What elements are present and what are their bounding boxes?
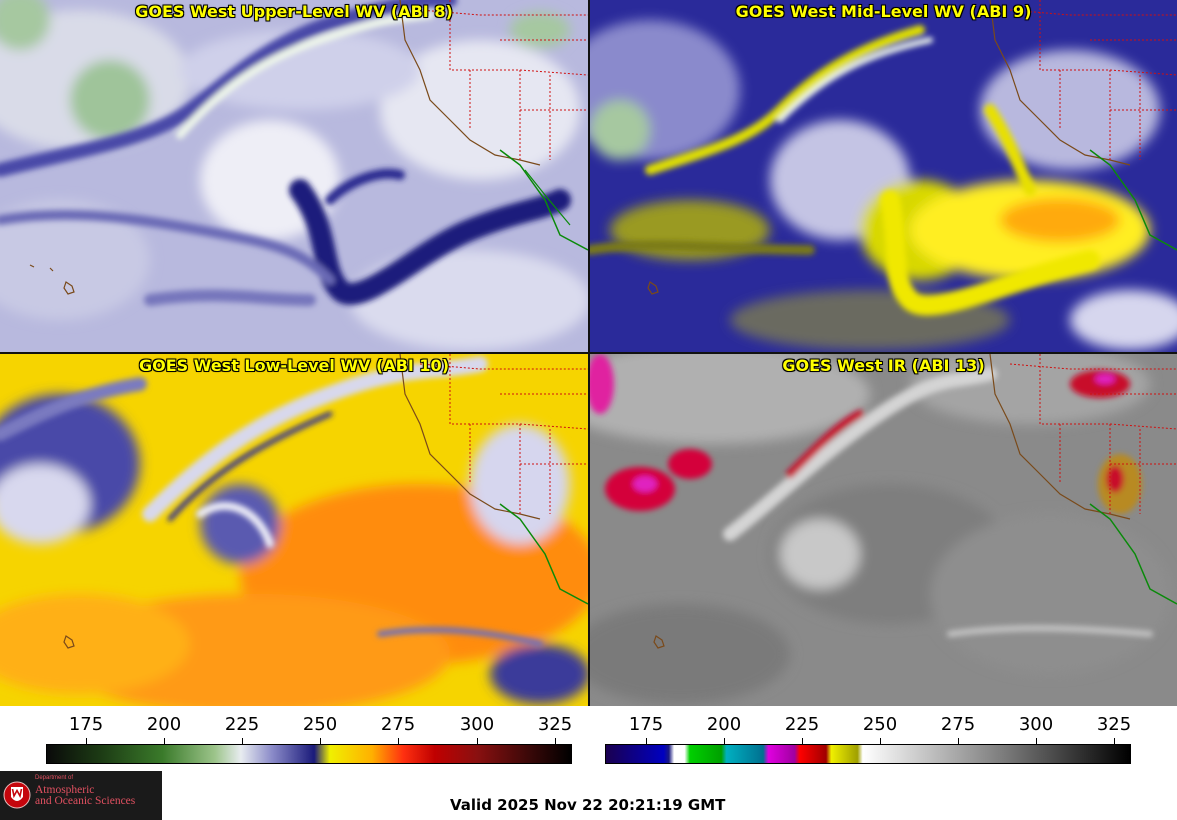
panel-title: GOES West IR (ABI 13) — [782, 356, 985, 375]
colorbar-wv-tick — [164, 738, 165, 744]
colorbar-wv-tick — [398, 738, 399, 744]
panel-title: GOES West Mid-Level WV (ABI 9) — [735, 2, 1032, 21]
panel-title: GOES West Upper-Level WV (ABI 8) — [135, 2, 453, 21]
colorbar-ir-tick-label: 200 — [706, 714, 742, 735]
panel-ir: GOES West IR (ABI 13) — [590, 354, 1177, 706]
panel-upper-level-wv: GOES West Upper-Level WV (ABI 8) — [0, 0, 588, 352]
colorbar-wv-tick — [555, 738, 556, 744]
colorbar-ir-tick — [802, 738, 803, 744]
colorbar-ir-gradient — [605, 744, 1131, 764]
colorbar-ir-tick — [724, 738, 725, 744]
colorbar-wv-tick — [86, 738, 87, 744]
colorbar-ir-tick-label: 300 — [1018, 714, 1054, 735]
colorbar-ir-tick-label: 275 — [940, 714, 976, 735]
colorbar-ir-tick — [646, 738, 647, 744]
colorbar-wv-gradient — [46, 744, 572, 764]
colorbar-wv-tick-label: 225 — [224, 714, 260, 735]
panel-divider-horizontal — [0, 352, 1177, 354]
colorbar-ir-tick — [880, 738, 881, 744]
panel-mid-level-wv: GOES West Mid-Level WV (ABI 9) — [590, 0, 1177, 352]
panel-low-level-wv: GOES West Low-Level WV (ABI 10) — [0, 354, 588, 706]
colorbar-wv-tick — [477, 738, 478, 744]
aos-logo: Department of Atmospheric and Oceanic Sc… — [0, 771, 162, 820]
colorbar-ir-tick — [1114, 738, 1115, 744]
colorbar-wv-tick-label: 200 — [146, 714, 182, 735]
satellite-image-mid-wv — [590, 0, 1177, 352]
logo-department-of: Department of — [35, 775, 74, 781]
colorbar-ir-tick-label: 325 — [1096, 714, 1132, 735]
panel-title: GOES West Low-Level WV (ABI 10) — [138, 356, 449, 375]
logo-line-atmospheric: Atmospheric — [35, 784, 95, 796]
valid-time: Valid 2025 Nov 22 20:21:19 GMT — [450, 796, 726, 814]
logo-department-name: Atmospheric and Oceanic Sciences — [35, 784, 136, 807]
colorbar-wv-tick-label: 275 — [380, 714, 416, 735]
colorbar-wv-tick-label: 175 — [68, 714, 104, 735]
colorbar-wv-tick-label: 325 — [537, 714, 573, 735]
satellite-image-upper-wv — [0, 0, 588, 352]
colorbar-ir-tick-label: 175 — [628, 714, 664, 735]
colorbar-wv-tick — [320, 738, 321, 744]
uw-crest-icon — [3, 781, 31, 809]
satellite-image-ir — [590, 354, 1177, 706]
colorbar-wv-tick-label: 300 — [459, 714, 495, 735]
colorbar-wv-tick-label: 250 — [302, 714, 338, 735]
colorbar-wv-tick — [242, 738, 243, 744]
colorbar-ir-tick — [958, 738, 959, 744]
colorbar-ir-tick-label: 250 — [862, 714, 898, 735]
logo-line-oceanic: and Oceanic Sciences — [35, 795, 136, 807]
colorbar-ir-tick — [1036, 738, 1037, 744]
satellite-image-low-wv — [0, 354, 588, 706]
colorbar-ir-tick-label: 225 — [784, 714, 820, 735]
